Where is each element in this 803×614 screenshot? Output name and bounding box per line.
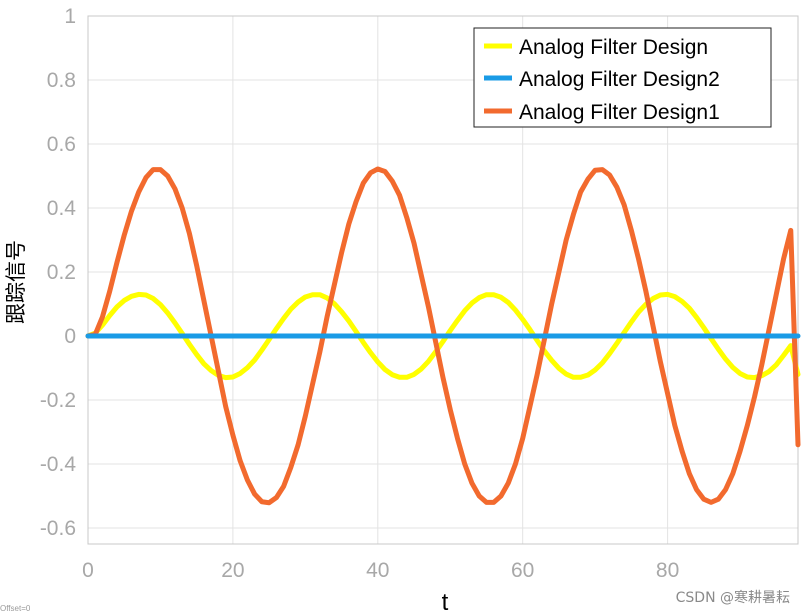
x-tick-label: 80 [656,559,679,582]
series-line-3 [85,166,801,506]
y-tick-labels: -0.6 -0.4 -0.2 0 0.2 0.4 0.6 0.8 1 [40,5,77,540]
x-tick-labels: 0 20 40 60 80 [82,559,679,582]
y-tick-label: 0.2 [47,261,76,284]
watermark: CSDN @寒耕暑耘 [676,589,790,606]
legend-box [473,27,772,128]
offset-text: Offset=0 [0,604,31,613]
x-tick-label: 0 [82,559,94,582]
x-axis-label: t [442,589,449,614]
legend-label: Analog Filter Design2 [519,68,720,91]
series-line-1 [85,291,801,381]
y-tick-label: -0.4 [40,453,77,476]
legend: Analog Filter Design Analog Filter Design… [473,27,772,128]
plot-area-frame [87,15,799,545]
y-tick-label: -0.6 [40,517,76,540]
y-axis-label: 跟踪信号 [4,240,28,324]
y-tick-label: 0.8 [47,69,76,92]
x-tick-label: 40 [366,559,389,582]
y-tick-label: 1 [64,5,76,28]
y-tick-label: 0 [64,325,76,348]
legend-label: Analog Filter Design1 [519,101,720,124]
y-tick-label: 0.4 [47,197,77,220]
series-layer [85,166,801,506]
y-tick-label: -0.2 [40,389,76,412]
x-tick-label: 20 [221,559,244,582]
legend-label: Analog Filter Design [519,36,708,59]
x-tick-label: 60 [511,559,534,582]
y-tick-label: 0.6 [47,133,76,156]
